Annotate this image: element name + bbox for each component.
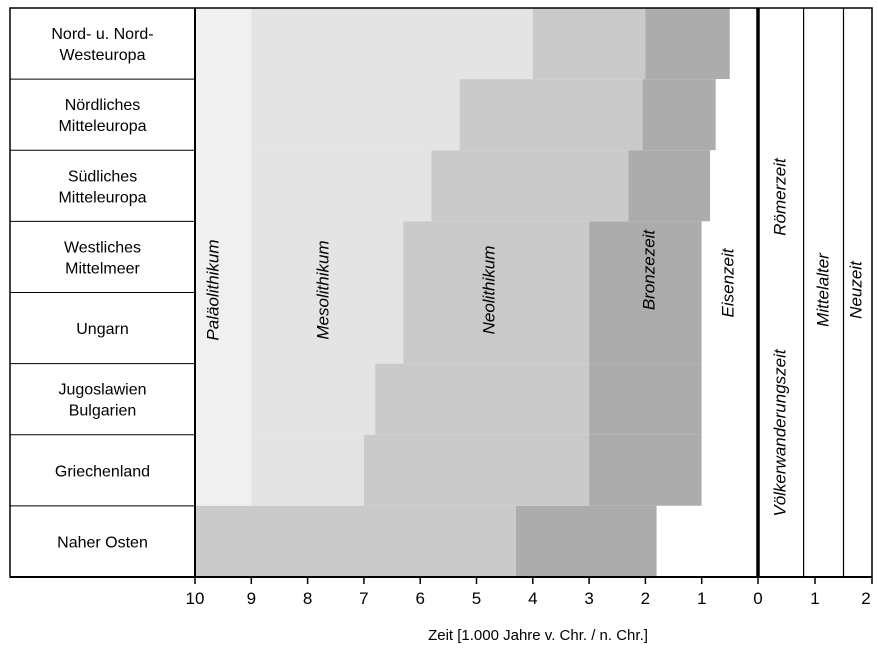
region-label: Ungarn bbox=[76, 321, 128, 338]
period-label: Eisenzeit bbox=[718, 247, 737, 317]
period-band bbox=[515, 505, 657, 577]
period-band bbox=[195, 292, 252, 364]
period-label: Römerzeit bbox=[770, 157, 789, 236]
period-band bbox=[195, 221, 252, 293]
period-band bbox=[459, 79, 643, 151]
x-tick-label: 6 bbox=[415, 589, 424, 608]
period-label: Paläolithikum bbox=[203, 239, 222, 340]
x-tick-label: 7 bbox=[359, 589, 368, 608]
period-label: Neuzeit bbox=[846, 260, 865, 319]
period-band bbox=[589, 221, 702, 293]
period-band bbox=[251, 8, 533, 80]
period-band bbox=[251, 150, 432, 222]
period-band bbox=[532, 8, 646, 80]
region-label: Naher Osten bbox=[57, 534, 148, 551]
x-tick-label: 10 bbox=[186, 589, 205, 608]
x-tick-label: 1 bbox=[697, 589, 706, 608]
x-tick-label: 9 bbox=[247, 589, 256, 608]
period-band bbox=[431, 150, 629, 222]
period-label: Mesolithikum bbox=[313, 240, 332, 339]
period-band bbox=[701, 434, 758, 506]
x-tick-label: 1 bbox=[810, 589, 819, 608]
x-axis: 10 9 8 7 6 5 4 3 2 1 0 1 2 bbox=[186, 577, 873, 608]
region-label: Südliches Mitteleuropa bbox=[58, 168, 146, 206]
period-label: Völkerwanderungszeit bbox=[770, 348, 789, 517]
region-label: Nord- u. Nord-Westeuropa bbox=[51, 26, 153, 64]
period-band bbox=[251, 221, 404, 293]
period-band bbox=[195, 150, 252, 222]
region-label: Jugoslawien Bulgarien bbox=[58, 382, 146, 420]
period-band bbox=[729, 8, 758, 80]
period-band bbox=[701, 292, 758, 364]
period-band bbox=[656, 505, 758, 577]
region-label: Nördliches Mitteleuropa bbox=[58, 97, 146, 135]
period-band bbox=[251, 434, 364, 506]
period-band bbox=[251, 292, 404, 364]
period-band bbox=[195, 79, 252, 151]
period-band bbox=[195, 505, 516, 577]
x-tick-label: 2 bbox=[861, 589, 870, 608]
period-band bbox=[645, 8, 730, 80]
x-tick-label: 0 bbox=[753, 589, 762, 608]
region-label: Griechenland bbox=[55, 463, 150, 480]
period-band bbox=[251, 363, 376, 435]
period-band bbox=[642, 79, 716, 151]
chart-frame bbox=[9, 7, 873, 578]
period-band bbox=[701, 221, 758, 293]
period-band bbox=[375, 363, 590, 435]
period-band bbox=[710, 150, 758, 222]
period-band bbox=[195, 8, 252, 80]
period-band bbox=[195, 363, 252, 435]
x-tick-label: 5 bbox=[472, 589, 481, 608]
period-band bbox=[403, 292, 590, 364]
period-band bbox=[715, 79, 758, 151]
period-band bbox=[195, 434, 252, 506]
period-band bbox=[403, 221, 590, 293]
region-labels: Nord- u. Nord-Westeuropa Nördliches Mittel… bbox=[51, 26, 153, 551]
period-label: Mittelalter bbox=[813, 252, 832, 327]
period-band bbox=[589, 292, 702, 364]
period-band bbox=[589, 434, 702, 506]
x-tick-label: 3 bbox=[584, 589, 593, 608]
period-label: Neolithikum bbox=[479, 246, 498, 335]
period-label: Bronzezeit bbox=[639, 229, 658, 311]
period-band bbox=[363, 434, 590, 506]
period-bands bbox=[195, 8, 758, 577]
x-tick-label: 2 bbox=[641, 589, 650, 608]
x-tick-label: 4 bbox=[528, 589, 537, 608]
period-band bbox=[251, 79, 460, 151]
x-axis-title: Zeit [1.000 Jahre v. Chr. / n. Chr.] bbox=[428, 627, 648, 644]
period-band bbox=[701, 363, 758, 435]
region-label: Westliches Mittelmeer bbox=[64, 239, 141, 277]
period-band bbox=[589, 363, 702, 435]
x-tick-label: 8 bbox=[303, 589, 312, 608]
period-labels: Paläolithikum Mesolithikum Neolithikum Bron… bbox=[203, 157, 865, 517]
period-band bbox=[628, 150, 711, 222]
